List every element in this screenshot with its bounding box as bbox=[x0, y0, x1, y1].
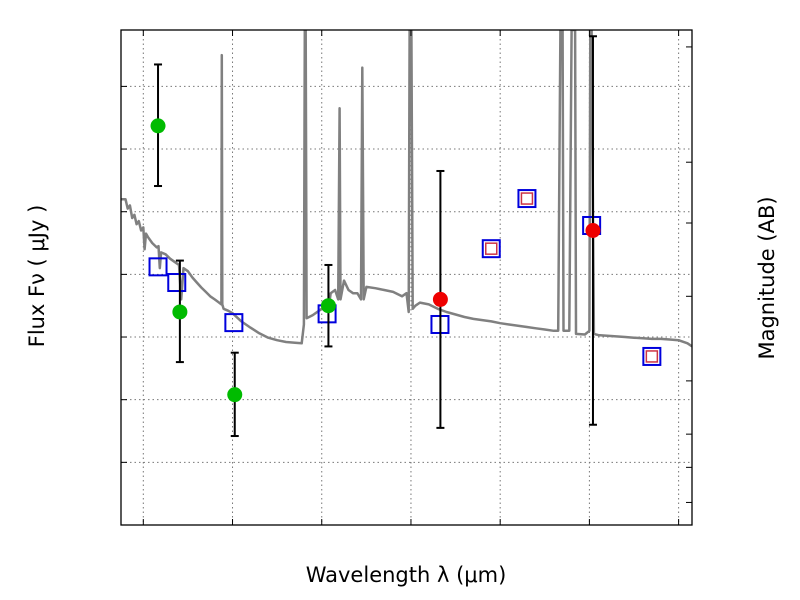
x-axis-title: Wavelength λ (μm) bbox=[306, 563, 507, 587]
axis-ticks bbox=[121, 30, 692, 526]
y-axis-title: Flux Fν ( μJy ) bbox=[25, 205, 49, 348]
inner-square-marker bbox=[520, 192, 534, 205]
plot-frame bbox=[120, 29, 693, 526]
detection-point bbox=[320, 298, 336, 314]
spectrum-line bbox=[121, 30, 692, 348]
y2-axis-title: Magnitude (AB) bbox=[755, 196, 779, 359]
model-photometry-square bbox=[167, 273, 187, 293]
inner-square-marker bbox=[645, 350, 659, 363]
model-photometry-square bbox=[481, 239, 501, 259]
detection-point bbox=[227, 387, 243, 403]
inner-square-marker bbox=[485, 242, 498, 255]
detection-point bbox=[150, 118, 166, 134]
model-photometry-square bbox=[148, 257, 168, 277]
model-photometry-square bbox=[224, 313, 244, 333]
detection-point bbox=[432, 291, 448, 307]
model-photometry-square bbox=[517, 189, 537, 209]
plot-area bbox=[121, 30, 692, 438]
detection-point bbox=[585, 223, 601, 239]
grid bbox=[121, 30, 692, 526]
model-photometry-square bbox=[642, 346, 662, 366]
detection-point bbox=[172, 304, 188, 320]
